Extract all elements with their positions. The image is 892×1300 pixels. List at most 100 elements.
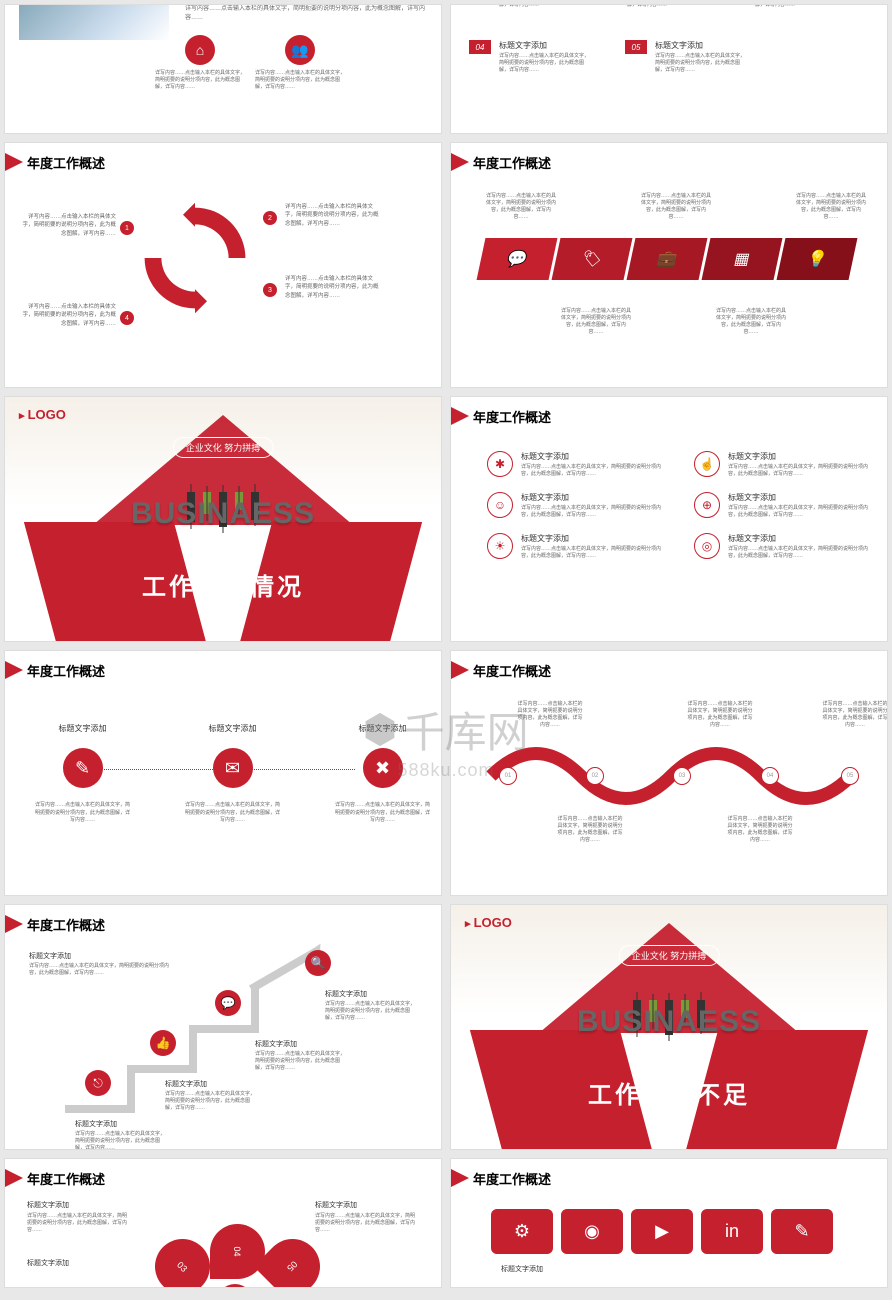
slide-stairs: 年度工作概述 ⎋ 👍 💬 🔍 标题文字添加详写内容……点击输入本栏的具体文字，简… xyxy=(4,904,442,1150)
item-title: 标题文字添加 xyxy=(359,723,407,734)
part-label: PART 03 xyxy=(634,1055,705,1071)
home-icon: ⌂ xyxy=(185,35,215,65)
slide-wave: 年度工作概述 01 02 03 04 05 详写内容……点击输入本栏的具体文字，… xyxy=(450,650,888,896)
para-text: 详写内容……点击输入本栏的具体文字，简明扼要的说明分项内容，此为概念图解，详写内… xyxy=(486,193,556,221)
slide-cycle: 年度工作概述 1 2 3 4 详写内容……点击输入本栏的具体文字，简明扼要的说明… xyxy=(4,142,442,388)
business-title: BUSINAESS xyxy=(131,497,315,531)
wave-num: 02 xyxy=(586,767,604,785)
para-text: 详写内容……点击输入本栏的具体文字，简明扼要的说明分项内容，此为概念图解，详写内… xyxy=(716,308,786,336)
item-title: 标题文字添加 xyxy=(209,723,257,734)
cycle-num: 3 xyxy=(263,283,277,297)
cycle-text: 详写内容……点击输入本栏的具体文字，简明扼要的说明分项内容，此为概念图解，详写内… xyxy=(21,303,116,328)
icon-desc: 详写内容……点击输入本栏的具体文字，简明扼要的说明分项内容，此为概念图解，详写内… xyxy=(255,70,345,91)
arrow-icon xyxy=(450,1167,469,1189)
slide-title: 年度工作概述 xyxy=(27,153,105,172)
feat-title: 标题文字添加 xyxy=(521,451,666,462)
arrow-icon xyxy=(4,913,23,935)
feat-body: 详写内容……点击输入本栏的具体文字，简明扼要的说明分项内容，此为概念图解，详写内… xyxy=(728,505,873,519)
slide-intro-icons: 详写内容……点击输入本栏的具体文字，简明扼要的说明分项内容，此为概念图解，详写内… xyxy=(4,4,442,134)
slide-features: 年度工作概述 ✱标题文字添加详写内容……点击输入本栏的具体文字，简明扼要的说明分… xyxy=(450,396,888,642)
people-icon: 👥 xyxy=(217,1284,253,1288)
stair-body: 详写内容……点击输入本栏的具体文字，简明扼要的说明分项内容，此为概念图解，详写内… xyxy=(29,963,169,977)
feat-title: 标题文字添加 xyxy=(521,533,666,544)
feat-body: 详写内容……点击输入本栏的具体文字，简明扼要的说明分项内容，此为概念图解，详写内… xyxy=(728,546,873,560)
cycle-text: 详写内容……点击输入本栏的具体文字，简明扼要的说明分项内容，此为概念图解，详写内… xyxy=(285,275,380,300)
feat-title: 标题文字添加 xyxy=(521,492,666,503)
petal: 04 xyxy=(210,1224,265,1279)
arrow-icon xyxy=(4,1167,23,1189)
slide-title: 年度工作概述 xyxy=(27,1169,105,1188)
item-body: 详写内容……点击输入本栏的具体文字，简明扼要的说明分项内容，此为概念图解，详写内… xyxy=(335,802,430,825)
bulb-icon: 💡 xyxy=(777,238,858,280)
slide-title: 年度工作概述 xyxy=(473,153,551,172)
slide-title: 年度工作概述 xyxy=(473,407,551,426)
feat-title: 标题文字添加 xyxy=(728,533,873,544)
slide-parallelograms: 年度工作概述 详写内容……点击输入本栏的具体文字，简明扼要的说明分项内容，此为概… xyxy=(450,142,888,388)
stair-title: 标题文字添加 xyxy=(75,1119,165,1129)
item-body: 详写内容……点击输入本栏的具体文字，简明扼要的说明分项内容，此为概念图解，详写内… xyxy=(35,802,130,825)
briefcase-icon: 💼 xyxy=(627,238,708,280)
wave-text: 详写内容……点击输入本栏的具体文字，简明扼要的说明分项内容，此为概念图解，详写内… xyxy=(556,816,624,844)
part-title: 工作完成情况 xyxy=(142,567,304,602)
petal-title: 标题文字添加 xyxy=(315,1201,415,1211)
num-badge: 05 xyxy=(625,40,647,54)
petal: 05 xyxy=(254,1228,332,1288)
stair-body: 详写内容……点击输入本栏的具体文字，简明扼要的说明分项内容，此为概念图解，详写内… xyxy=(75,1131,165,1150)
target-icon: ◎ xyxy=(694,533,720,559)
num-badge: 04 xyxy=(469,40,491,54)
calendar-icon: ▦ xyxy=(702,238,783,280)
petal-body: 详写内容……点击输入本栏的具体文字，简明扼要的说明分项内容，此为概念图解，详写内… xyxy=(27,1213,127,1234)
part-label: PART 02 xyxy=(188,547,259,563)
petal-title: 标题文字添加 xyxy=(27,1259,127,1269)
placeholder-image xyxy=(19,5,169,40)
star-icon: ✱ xyxy=(487,451,513,477)
culture-badge: 企业文化 努力拼搏 xyxy=(619,945,720,966)
slide-title: 年度工作概述 xyxy=(473,661,551,680)
gear-icon: ⚙ xyxy=(491,1209,553,1254)
pencil-icon: ✎ xyxy=(771,1209,833,1254)
people-icon: 👥 xyxy=(285,35,315,65)
para-text: 详写内容……点击输入本栏的具体文字，简明扼要的说明分项内容，此为概念图解，详写内… xyxy=(641,193,711,221)
petal-title: 标题文字添加 xyxy=(27,1201,127,1211)
stair-step xyxy=(127,1065,197,1073)
item-body: 详写内容……点击输入本栏的具体文字，简明扼要的说明分项内容，此为概念图解，详写内… xyxy=(499,53,589,74)
arrow-icon xyxy=(4,151,23,173)
logo-label: LOGO xyxy=(19,407,66,422)
stair-title: 标题文字添加 xyxy=(165,1079,255,1089)
slide-icon-band: 年度工作概述 ⚙ ◉ ▶ in ✎ 标题文字添加 xyxy=(450,1158,888,1288)
slide-section-03: LOGO 企业文化 努力拼搏 BUSINAESS PART 03 工作存在不足 xyxy=(450,904,888,1150)
mail-icon: ✉ xyxy=(213,748,253,788)
arrow-icon xyxy=(450,405,469,427)
wave-num: 01 xyxy=(499,767,517,785)
smile-icon: ☺ xyxy=(487,492,513,518)
plus-icon: ⊕ xyxy=(694,492,720,518)
stair-step xyxy=(189,1025,259,1033)
para-text: 详写内容……点击输入本栏的具体文字，简明扼要的说明分项内容，此为概念图解，详写内… xyxy=(796,193,866,221)
item-body: 详写内容……点击输入本栏的具体文字，简明扼要的说明分项内容，此为概念图解，详写内… xyxy=(185,802,280,825)
slide-title: 年度工作概述 xyxy=(27,661,105,680)
slide-section-02: LOGO 企业文化 努力拼搏 BUSINAESS PART 02 工作完成情况 xyxy=(4,396,442,642)
feat-body: 详写内容……点击输入本栏的具体文字，简明扼要的说明分项内容，此为概念图解，详写内… xyxy=(728,464,873,478)
aperture-icon: ◉ xyxy=(561,1209,623,1254)
stair-body: 详写内容……点击输入本栏的具体文字，简明扼要的说明分项内容，此为概念图解，详写内… xyxy=(165,1091,255,1112)
arrow-icon xyxy=(450,151,469,173)
settings-icon: ⎋ xyxy=(85,1070,111,1096)
intro-text: 详写内容……点击输入本栏的具体文字，简明扼要的说明分项内容，此为概念图解，详写内… xyxy=(185,5,425,23)
cycle-num: 1 xyxy=(120,221,134,235)
feat-body: 详写内容……点击输入本栏的具体文字，简明扼要的说明分项内容，此为概念图解，详写内… xyxy=(521,505,666,519)
item-title: 标题文字添加 xyxy=(655,40,745,51)
feat-title: 标题文字添加 xyxy=(728,451,873,462)
cycle-text: 详写内容……点击输入本栏的具体文字，简明扼要的说明分项内容，此为概念图解，详写内… xyxy=(285,203,380,228)
sun-icon: ☀ xyxy=(487,533,513,559)
culture-badge: 企业文化 努力拼搏 xyxy=(173,437,274,458)
stair-body: 详写内容……点击输入本栏的具体文字，简明扼要的说明分项内容，此为概念图解，详写内… xyxy=(325,1001,415,1022)
stair-step xyxy=(65,1105,135,1113)
logo-label: LOGO xyxy=(465,915,512,930)
slide-numbered-list: 01标题文字添加详写内容……点击输入本栏的具体文字，简明扼要的说明分项内容，此为… xyxy=(450,4,888,134)
arrow-icon xyxy=(4,659,23,681)
chat-icon: 💬 xyxy=(215,990,241,1016)
slide-title: 年度工作概述 xyxy=(27,915,105,934)
tools-icon: ✖ xyxy=(363,748,403,788)
arrow-icon xyxy=(450,659,469,681)
cycle-text: 详写内容……点击输入本栏的具体文字，简明扼要的说明分项内容，此为概念图解，详写内… xyxy=(21,213,116,238)
